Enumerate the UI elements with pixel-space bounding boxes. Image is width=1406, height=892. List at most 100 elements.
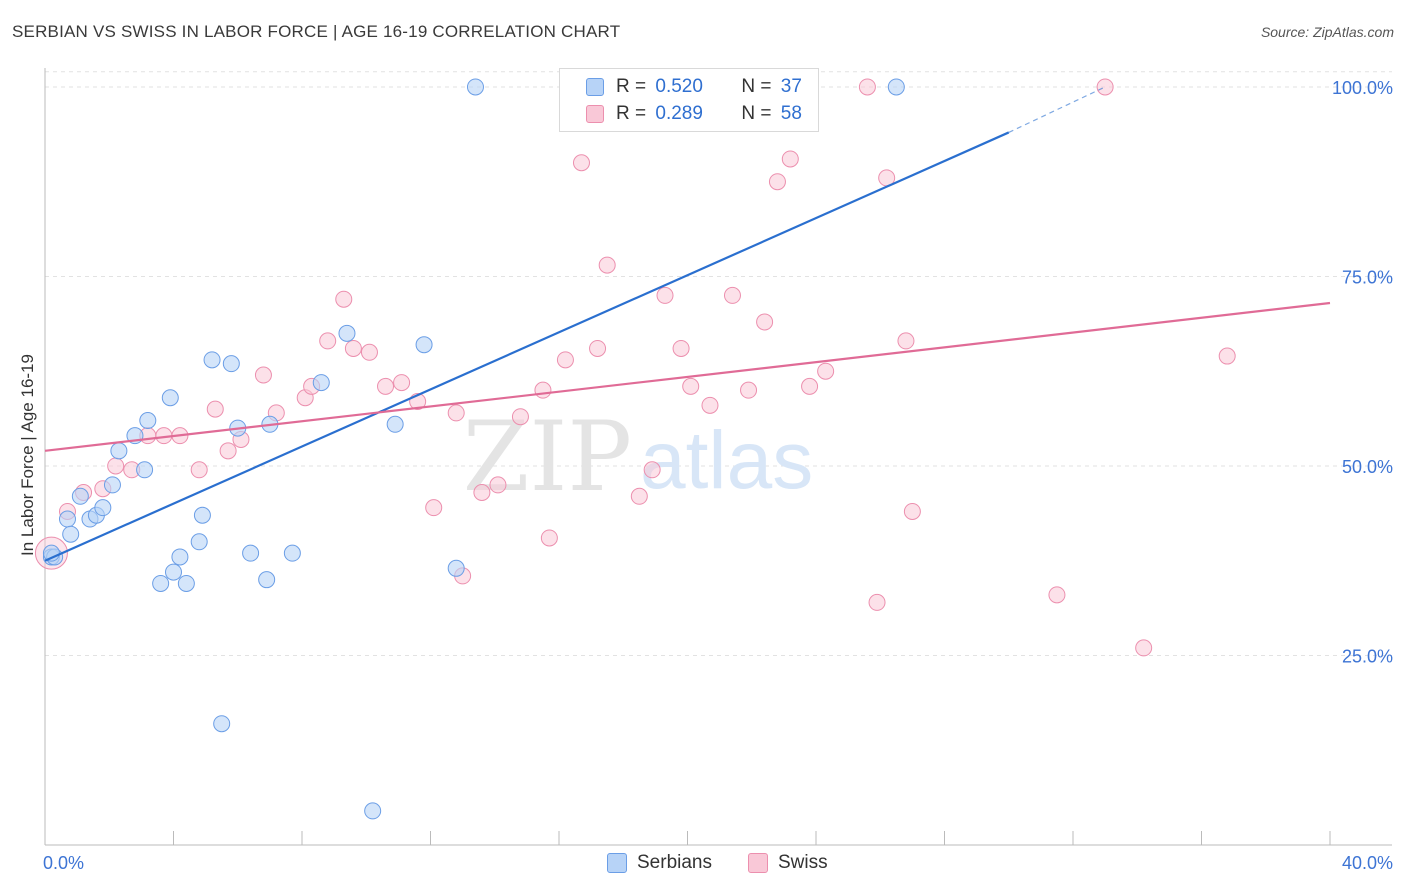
serbian-points xyxy=(42,78,905,820)
swiss-point xyxy=(360,343,378,361)
series-legend: Serbians Swiss xyxy=(0,852,1406,878)
swiss-point xyxy=(781,150,799,168)
swiss-point xyxy=(206,400,224,418)
swiss-point xyxy=(534,381,552,399)
swiss-point xyxy=(1218,347,1236,365)
swiss-point xyxy=(723,286,741,304)
legend-n-value: 37 xyxy=(780,76,802,97)
serbian-point xyxy=(62,525,80,543)
tick-labels: 25.0% 50.0% 75.0% 100.0% 0.0% 40.0% xyxy=(43,78,1393,873)
watermark-zip: ZIP xyxy=(463,401,632,513)
swiss-point xyxy=(630,487,648,505)
x-tick-label: 0.0% xyxy=(43,853,84,873)
y-tick-label: 75.0% xyxy=(1342,267,1393,287)
serbian-point xyxy=(283,544,301,562)
swiss-legend-swatch xyxy=(748,853,768,873)
swiss-point xyxy=(344,339,362,357)
swiss-point xyxy=(656,286,674,304)
serbian-point xyxy=(139,411,157,429)
serbian-point xyxy=(58,510,76,528)
y-axis-label: In Labor Force | Age 16-19 xyxy=(18,354,37,556)
legend-item-serbians[interactable]: Serbians xyxy=(607,852,712,874)
swiss-point xyxy=(254,366,272,384)
swiss-point xyxy=(319,332,337,350)
legend-item-swiss[interactable]: Swiss xyxy=(748,852,828,874)
swiss-point xyxy=(1048,586,1066,604)
swiss-point xyxy=(219,442,237,460)
y-tick-label: 50.0% xyxy=(1342,457,1393,477)
swiss-point xyxy=(858,78,876,96)
correlation-legend: R = 0.520 N = 37 R = 0.289 N = 58 xyxy=(559,68,819,132)
legend-r-label: R = xyxy=(616,76,647,97)
trend-lines xyxy=(44,86,1331,562)
legend-n-label: N = xyxy=(741,103,772,124)
serbian-point xyxy=(161,389,179,407)
serbian-point xyxy=(447,559,465,577)
serbian-point xyxy=(258,571,276,589)
x-tick-label: 40.0% xyxy=(1342,853,1393,873)
watermark-atlas: atlas xyxy=(640,415,813,506)
swiss-point xyxy=(377,377,395,395)
swiss-point xyxy=(740,381,758,399)
swiss-point xyxy=(589,339,607,357)
serbians-trend-extension xyxy=(1008,86,1106,133)
serbian-point xyxy=(171,548,189,566)
axes xyxy=(44,68,1392,846)
swiss-point xyxy=(682,377,700,395)
swiss-point xyxy=(643,461,661,479)
swiss-point xyxy=(1135,639,1153,657)
y-tick-label: 25.0% xyxy=(1342,646,1393,666)
serbian-point xyxy=(338,324,356,342)
legend-row-serbians: R = 0.520 N = 37 xyxy=(586,74,802,100)
swiss-point xyxy=(473,484,491,502)
serbian-point xyxy=(887,78,905,96)
serbians-legend-swatch xyxy=(607,853,627,873)
serbian-point xyxy=(222,355,240,373)
swiss-point xyxy=(1096,78,1114,96)
serbian-point xyxy=(71,487,89,505)
serbian-point xyxy=(213,715,231,733)
swiss-point xyxy=(335,290,353,308)
swiss-point xyxy=(903,502,921,520)
serbian-point xyxy=(312,374,330,392)
chart-title: SERBIAN VS SWISS IN LABOR FORCE | AGE 16… xyxy=(12,22,621,41)
swiss-point xyxy=(190,461,208,479)
serbian-point xyxy=(177,574,195,592)
serbian-point xyxy=(110,442,128,460)
serbian-point xyxy=(203,351,221,369)
swiss-point xyxy=(801,377,819,395)
swiss-legend-label: Swiss xyxy=(778,852,828,873)
swiss-point xyxy=(556,351,574,369)
source-label: Source: ZipAtlas.com xyxy=(1260,24,1394,40)
legend-row-swiss: R = 0.289 N = 58 xyxy=(586,101,802,127)
swiss-point xyxy=(672,339,690,357)
serbian-point xyxy=(136,461,154,479)
serbians-swatch xyxy=(586,78,604,96)
serbian-point xyxy=(386,415,404,433)
swiss-point xyxy=(425,499,443,517)
swiss-point xyxy=(817,362,835,380)
watermark: ZIP atlas xyxy=(463,401,813,513)
swiss-point xyxy=(701,396,719,414)
legend-r-value: 0.520 xyxy=(655,76,703,97)
swiss-point xyxy=(393,374,411,392)
serbian-point xyxy=(103,476,121,494)
serbian-point xyxy=(94,499,112,517)
swiss-point xyxy=(768,173,786,191)
legend-n-label: N = xyxy=(741,76,772,97)
serbian-point xyxy=(364,802,382,820)
swiss-point xyxy=(756,313,774,331)
serbian-point xyxy=(190,533,208,551)
swiss-point xyxy=(489,476,507,494)
serbian-point xyxy=(193,506,211,524)
serbians-legend-label: Serbians xyxy=(637,852,712,873)
swiss-point xyxy=(447,404,465,422)
legend-n-value: 58 xyxy=(780,103,802,124)
serbian-point xyxy=(466,78,484,96)
y-tick-label: 100.0% xyxy=(1332,78,1393,98)
serbians-trend-line xyxy=(44,131,1010,562)
swiss-point xyxy=(598,256,616,274)
serbian-point xyxy=(242,544,260,562)
swiss-trend-line xyxy=(44,301,1331,452)
